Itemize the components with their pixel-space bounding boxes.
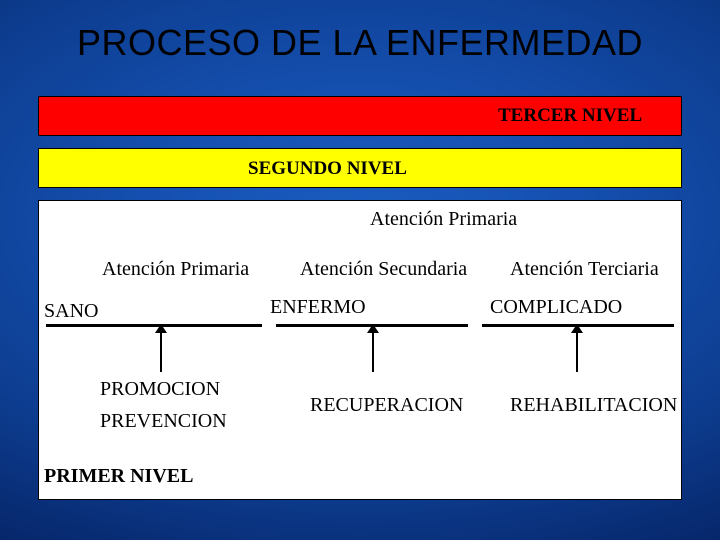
label-atencion-secundaria: Atención Secundaria — [300, 258, 467, 281]
label-promocion: PROMOCION — [100, 378, 220, 401]
arrow-2 — [372, 332, 374, 372]
hline-1 — [46, 324, 262, 327]
arrow-1 — [160, 332, 162, 372]
label-complicado: COMPLICADO — [490, 296, 622, 319]
label-atencion-primaria-left: Atención Primaria — [102, 258, 249, 281]
label-prevencion: PREVENCION — [100, 410, 227, 433]
label-primer-nivel: PRIMER NIVEL — [44, 465, 193, 488]
label-atencion-terciaria: Atención Terciaria — [510, 258, 659, 281]
label-recuperacion: RECUPERACION — [310, 394, 463, 417]
label-enfermo: ENFERMO — [270, 296, 366, 319]
arrow-3 — [576, 332, 578, 372]
band-primer — [38, 200, 682, 500]
band-tercer-label: TERCER NIVEL — [498, 105, 642, 127]
page-title: PROCESO DE LA ENFERMEDAD — [0, 22, 720, 64]
label-rehabilitacion: REHABILITACION — [510, 394, 677, 417]
label-sano: SANO — [44, 300, 98, 323]
band-segundo-label: SEGUNDO NIVEL — [248, 158, 407, 180]
label-atencion-primaria-top: Atención Primaria — [370, 208, 517, 231]
